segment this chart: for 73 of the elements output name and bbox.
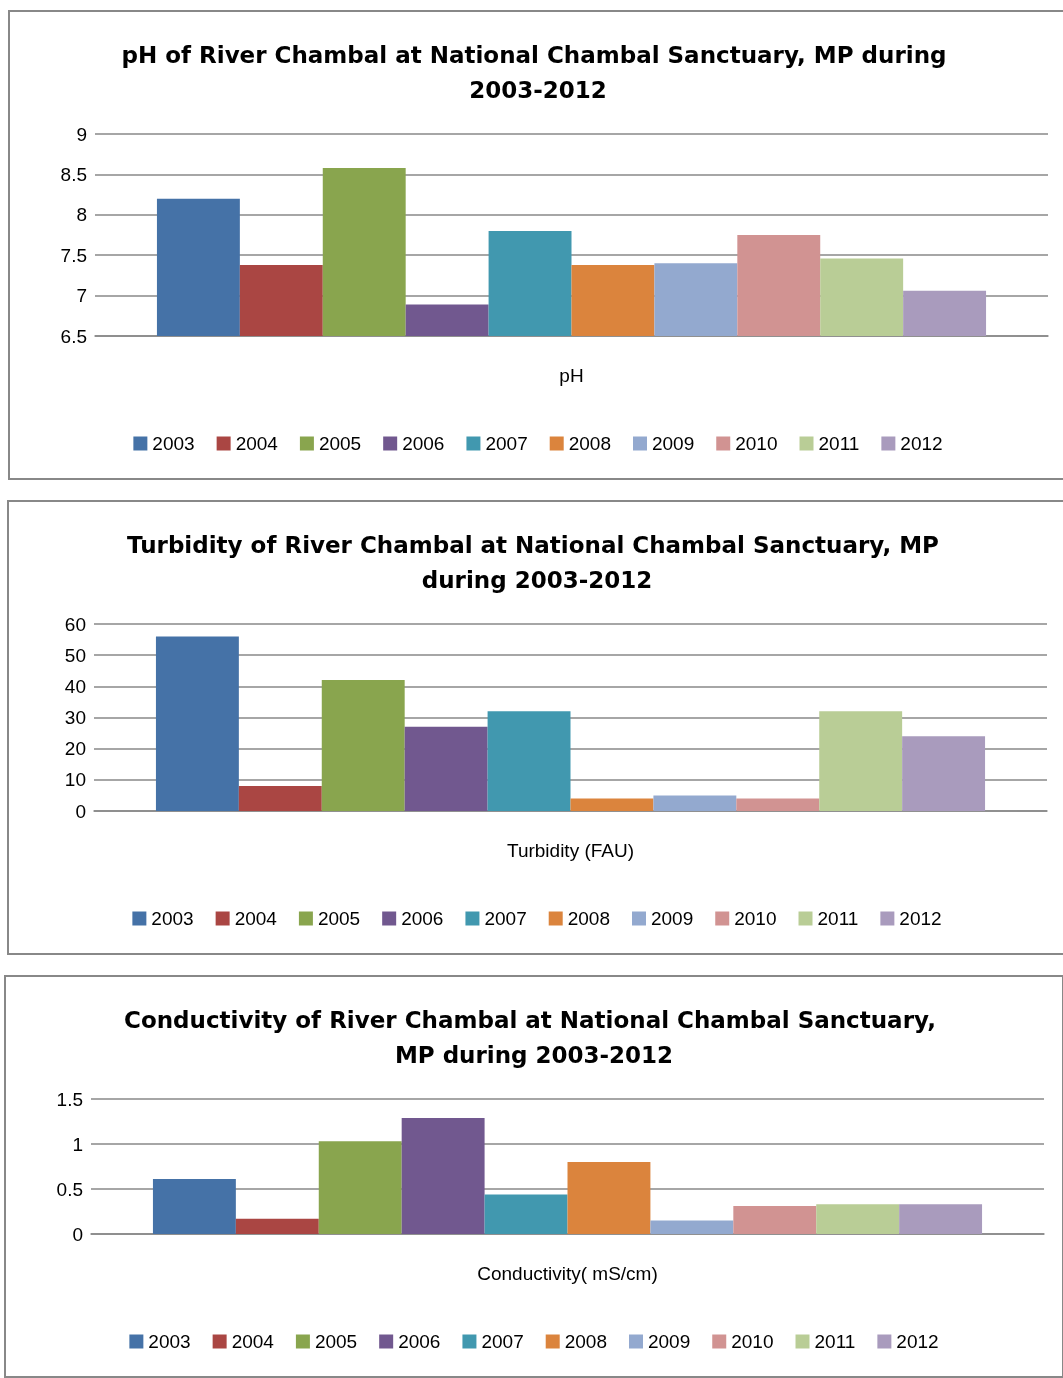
y-tick-label: 10 xyxy=(64,769,86,791)
x-tick-label: Conductivity( mS/cm) xyxy=(477,1263,658,1284)
y-tick-label: 1.5 xyxy=(56,1088,83,1110)
legend-label: 2003 xyxy=(152,433,195,454)
legend-label: 2006 xyxy=(401,908,444,929)
bar xyxy=(484,1194,568,1234)
legend-label: 2012 xyxy=(900,433,943,454)
chart-title: Conductivity of River Chambal at National Chambal Sanctuary, MP during 2003-2012 xyxy=(124,1006,944,1068)
legend-label: 2011 xyxy=(814,1331,856,1352)
bar xyxy=(318,1141,402,1234)
legend-label: 2008 xyxy=(567,908,610,929)
legend-label: 2007 xyxy=(481,1331,524,1352)
legend-label: 2009 xyxy=(651,433,695,454)
y-tick-label: 7.5 xyxy=(60,244,87,266)
y-tick-label: 1 xyxy=(72,1133,83,1155)
bar xyxy=(570,798,654,811)
bar xyxy=(653,795,737,811)
bar xyxy=(401,1117,485,1234)
y-tick-label: 40 xyxy=(64,675,86,697)
bar xyxy=(152,1179,236,1234)
bar xyxy=(819,711,903,811)
y-tick-label: 60 xyxy=(64,613,86,635)
legend-label: 2011 xyxy=(818,433,860,454)
legend-label: 2005 xyxy=(318,433,362,454)
y-tick-label: 50 xyxy=(64,644,86,666)
legend-label: 2005 xyxy=(314,1331,358,1352)
x-tick-label: Turbidity (FAU) xyxy=(506,840,635,861)
bar xyxy=(321,680,405,811)
bar xyxy=(567,1162,651,1234)
bar xyxy=(816,1204,900,1234)
y-tick-label: 8 xyxy=(76,204,87,226)
bar xyxy=(235,1218,319,1234)
bar xyxy=(650,1220,734,1234)
y-tick-label: 9 xyxy=(76,123,87,145)
chart-title: Turbidity of River Chambal at National Chambal Sanctuary, MP during 2003-2012 xyxy=(127,531,947,593)
legend-label: 2010 xyxy=(735,433,778,454)
legend-label: 2007 xyxy=(484,908,527,929)
bar xyxy=(736,798,820,811)
y-tick-label: 8.5 xyxy=(60,163,87,185)
legend-label: 2012 xyxy=(899,908,942,929)
y-tick-label: 30 xyxy=(64,707,86,728)
legend-label: 2009 xyxy=(650,908,694,929)
legend-label: 2012 xyxy=(896,1331,939,1352)
legend-label: 2010 xyxy=(734,908,777,929)
legend-label: 2004 xyxy=(234,908,278,929)
bar xyxy=(733,1206,817,1234)
bar xyxy=(902,736,986,811)
legend-label: 2004 xyxy=(231,1331,275,1352)
legend-label: 2007 xyxy=(485,433,528,454)
bar xyxy=(487,711,571,811)
legend-label: 2011 xyxy=(817,908,859,929)
y-tick-label: 0 xyxy=(75,800,86,822)
legend-label: 2003 xyxy=(151,908,194,929)
y-tick-label: 6.5 xyxy=(60,325,87,347)
legend-label: 2005 xyxy=(317,908,361,929)
bar xyxy=(238,786,322,811)
legend-label: 2004 xyxy=(235,433,279,454)
bar xyxy=(899,1204,983,1234)
y-tick-label: 20 xyxy=(64,738,86,760)
legend-label: 2006 xyxy=(402,433,445,454)
y-tick-label: 0 xyxy=(72,1223,83,1245)
legend-label: 2006 xyxy=(398,1331,441,1352)
legend-label: 2010 xyxy=(731,1331,774,1352)
legend-label: 2009 xyxy=(647,1331,691,1352)
legend-label: 2008 xyxy=(568,433,611,454)
legend-label: 2008 xyxy=(564,1331,607,1352)
legend-label: 2003 xyxy=(148,1331,191,1352)
x-tick-label: pH xyxy=(559,365,584,386)
y-tick-label: 7 xyxy=(76,285,87,307)
chart-title: pH of River Chambal at National Chambal Sanctuary, MP during 2003-2012 xyxy=(121,41,955,103)
bar xyxy=(155,636,239,811)
bar xyxy=(404,726,488,811)
y-tick-label: 0.5 xyxy=(56,1178,83,1200)
